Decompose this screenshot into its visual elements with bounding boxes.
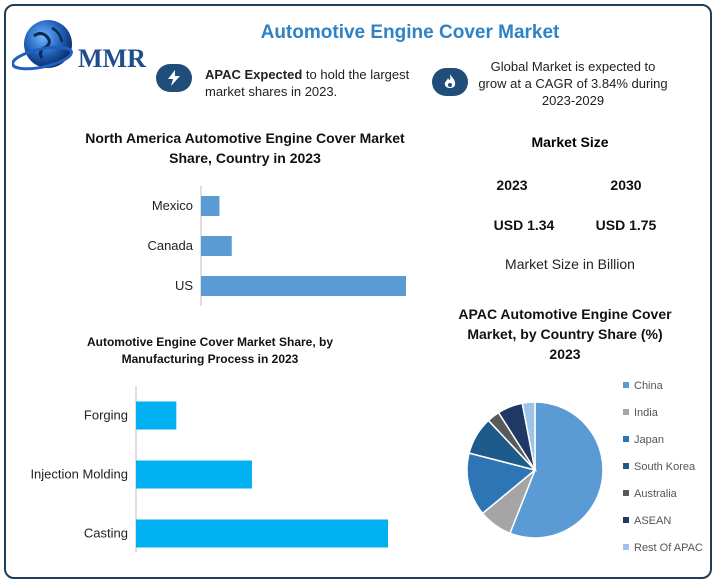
- market-size-title: Market Size: [531, 134, 609, 150]
- bar-forging: [136, 401, 177, 430]
- global-cagr-note: Global Market is expected to grow at a C…: [478, 59, 668, 108]
- legend-label: ASEAN: [634, 515, 671, 527]
- legend-swatch: [623, 409, 629, 415]
- legend-label: South Korea: [634, 461, 696, 473]
- pie-slice-china: [508, 401, 604, 539]
- apac-note: APAC Expected to hold the largest market…: [205, 66, 425, 100]
- apac-note-text: to hold the largest market shares in 202…: [205, 67, 410, 99]
- tick-label: Canada: [147, 238, 193, 253]
- legend-label: Rest Of APAC: [634, 542, 703, 554]
- tick-label: Injection Molding: [30, 467, 128, 482]
- apac-chart-title: APAC Automotive Engine Cover Market, by …: [458, 306, 672, 362]
- legend-swatch: [623, 463, 629, 469]
- apac-pie-chart: [466, 401, 604, 539]
- bar-mexico: [201, 196, 220, 216]
- tick-label: US: [175, 278, 193, 293]
- bar-casting: [136, 519, 388, 548]
- market-year-end: 2030: [610, 177, 642, 193]
- bar-us: [201, 276, 406, 296]
- process-bar-chart: Forging Injection Molding Casting: [30, 386, 388, 552]
- legend-label: Japan: [634, 434, 664, 446]
- legend-swatch: [623, 436, 629, 442]
- mmr-logo: MMR: [11, 14, 152, 80]
- pie-slice-japan: [466, 452, 537, 515]
- market-value-start: USD 1.34: [493, 217, 555, 233]
- bar-injection-molding: [136, 460, 252, 489]
- na-country-bar-chart: Mexico Canada US: [147, 186, 406, 306]
- legend-swatch: [623, 517, 629, 523]
- tick-label: Forging: [84, 408, 128, 423]
- globe-icon: [11, 20, 73, 71]
- market-size-unit: Market Size in Billion: [505, 256, 635, 272]
- market-value-end: USD 1.75: [595, 217, 657, 233]
- tick-label: Casting: [84, 526, 128, 541]
- pie-slice-rest-of-apac: [521, 401, 536, 471]
- legend-swatch: [623, 382, 629, 388]
- na-chart-title: North America Automotive Engine Cover Ma…: [85, 130, 405, 166]
- logo-text: MMR: [78, 44, 146, 73]
- lightning-icon: [156, 64, 192, 92]
- tick-label: Mexico: [152, 198, 193, 213]
- legend-swatch: [623, 544, 629, 550]
- apac-pie-legend: China India Japan South Korea Australia ASEAN…: [623, 380, 703, 554]
- apac-note-bold: APAC Expected: [205, 67, 303, 82]
- legend-label: China: [634, 380, 664, 392]
- market-year-start: 2023: [496, 177, 528, 193]
- legend-label: Australia: [634, 488, 678, 500]
- bar-canada: [201, 236, 232, 256]
- legend-swatch: [623, 490, 629, 496]
- legend-label: India: [634, 407, 659, 419]
- process-chart-title: Automotive Engine Cover Market Share, by…: [86, 335, 334, 366]
- flame-icon: [432, 68, 468, 96]
- page-title: Automotive Engine Cover Market: [260, 22, 560, 43]
